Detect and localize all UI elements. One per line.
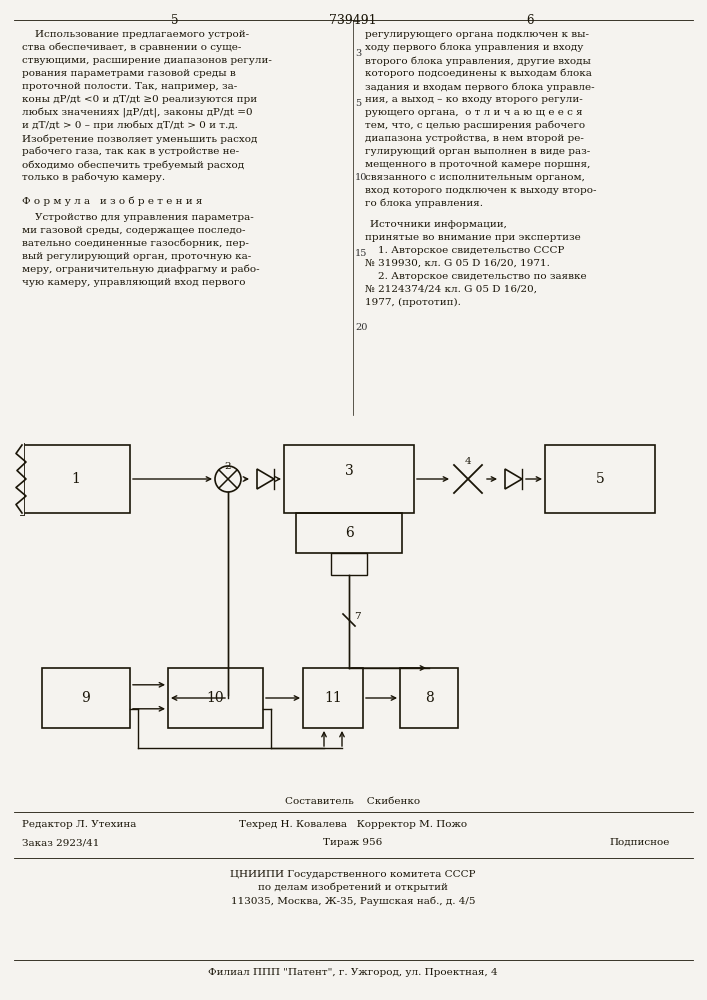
Text: 7: 7: [354, 612, 361, 621]
Text: ми газовой среды, содержащее последо-: ми газовой среды, содержащее последо-: [22, 226, 245, 235]
Text: № 2124374/24 кл. G 05 D 16/20,: № 2124374/24 кл. G 05 D 16/20,: [365, 285, 537, 294]
Text: вый регулирующий орган, проточную ка-: вый регулирующий орган, проточную ка-: [22, 252, 251, 261]
Text: которого подсоединены к выходам блока: которого подсоединены к выходам блока: [365, 69, 592, 79]
Bar: [545, 445, 655, 513]
Text: Заказ 2923/41: Заказ 2923/41: [22, 838, 100, 847]
Text: обходимо обеспечить требуемый расход: обходимо обеспечить требуемый расход: [22, 160, 244, 169]
Text: ства обеспечивает, в сравнении о суще-: ства обеспечивает, в сравнении о суще-: [22, 43, 241, 52]
Text: рующего органа,  о т л и ч а ю щ е е с я: рующего органа, о т л и ч а ю щ е е с я: [365, 108, 583, 117]
Text: 5: 5: [355, 99, 361, 107]
Text: Использование предлагаемого устрой-: Использование предлагаемого устрой-: [22, 30, 249, 39]
Text: 2. Авторское свидетельство по заявке: 2. Авторское свидетельство по заявке: [365, 272, 587, 281]
Text: вход которого подключен к выходу второ-: вход которого подключен к выходу второ-: [365, 186, 597, 195]
Bar: [400, 668, 458, 728]
Text: чую камеру, управляющий вход первого: чую камеру, управляющий вход первого: [22, 278, 245, 287]
Text: вательно соединенные газосборник, пер-: вательно соединенные газосборник, пер-: [22, 239, 249, 248]
Text: 15: 15: [355, 248, 368, 257]
Text: любых значениях |дP/дt|, законы дP/дt =0: любых значениях |дP/дt|, законы дP/дt =0: [22, 108, 252, 118]
Text: ЦНИИПИ Государственного комитета СССР: ЦНИИПИ Государственного комитета СССР: [230, 870, 476, 879]
Text: № 319930, кл. G 05 D 16/20, 1971.: № 319930, кл. G 05 D 16/20, 1971.: [365, 259, 550, 268]
Text: рабочего газа, так как в устройстве не-: рабочего газа, так как в устройстве не-: [22, 147, 239, 156]
Text: 6: 6: [344, 526, 354, 540]
Text: мещенного в проточной камере поршня,: мещенного в проточной камере поршня,: [365, 160, 590, 169]
Bar: [22, 445, 130, 513]
Text: 20: 20: [355, 324, 368, 332]
Text: 3: 3: [344, 464, 354, 478]
Text: 6: 6: [526, 14, 534, 27]
Text: Филиал ППП "Патент", г. Ужгород, ул. Проектная, 4: Филиал ППП "Патент", г. Ужгород, ул. Про…: [208, 968, 498, 977]
Text: 1977, (прототип).: 1977, (прототип).: [365, 298, 461, 307]
Text: Составитель    Скибенко: Составитель Скибенко: [286, 797, 421, 806]
Bar: [42, 668, 130, 728]
Text: 1: 1: [71, 472, 81, 486]
Text: Редактор Л. Утехина: Редактор Л. Утехина: [22, 820, 136, 829]
Text: 739491: 739491: [329, 14, 377, 27]
Text: ходу первого блока управления и входу: ходу первого блока управления и входу: [365, 43, 583, 52]
Text: принятые во внимание при экспертизе: принятые во внимание при экспертизе: [365, 233, 580, 242]
Text: Устройство для управления параметра-: Устройство для управления параметра-: [22, 213, 254, 222]
Text: 10: 10: [355, 174, 368, 182]
Text: тем, что, с целью расширения рабочего: тем, что, с целью расширения рабочего: [365, 121, 585, 130]
Text: 11: 11: [324, 691, 342, 705]
Text: 8: 8: [425, 691, 433, 705]
Bar: [168, 668, 263, 728]
Text: 4: 4: [464, 457, 472, 466]
Bar: [296, 513, 402, 553]
Text: 5: 5: [595, 472, 604, 486]
Text: меру, ограничительную диафрагму и рабо-: меру, ограничительную диафрагму и рабо-: [22, 265, 259, 274]
Bar: [303, 668, 363, 728]
Bar: [284, 445, 414, 513]
Text: проточной полости. Так, например, за-: проточной полости. Так, например, за-: [22, 82, 238, 91]
Text: регулирующего органа подключен к вы-: регулирующего органа подключен к вы-: [365, 30, 589, 39]
Text: го блока управления.: го блока управления.: [365, 199, 483, 209]
Text: 10: 10: [206, 691, 224, 705]
Text: коны дP/дt <0 и дT/дt ≥0 реализуются при: коны дP/дt <0 и дT/дt ≥0 реализуются при: [22, 95, 257, 104]
Text: рования параметрами газовой среды в: рования параметрами газовой среды в: [22, 69, 235, 78]
Text: Изобретение позволяет уменьшить расход: Изобретение позволяет уменьшить расход: [22, 134, 257, 143]
Text: второго блока управления, другие входы: второго блока управления, другие входы: [365, 56, 591, 66]
Text: 2: 2: [225, 462, 231, 471]
Text: Ф о р м у л а   и з о б р е т е н и я: Ф о р м у л а и з о б р е т е н и я: [22, 196, 202, 206]
Text: 3: 3: [355, 48, 361, 57]
Text: задания и входам первого блока управле-: задания и входам первого блока управле-: [365, 82, 595, 92]
Text: Тираж 956: Тираж 956: [323, 838, 382, 847]
Text: диапазона устройства, в нем второй ре-: диапазона устройства, в нем второй ре-: [365, 134, 584, 143]
Bar: [331, 553, 367, 575]
Text: ствующими, расширение диапазонов регули-: ствующими, расширение диапазонов регули-: [22, 56, 272, 65]
Text: Источники информации,: Источники информации,: [370, 220, 506, 229]
Text: Техред Н. Ковалева   Корректор М. Пожо: Техред Н. Ковалева Корректор М. Пожо: [239, 820, 467, 829]
Text: 113035, Москва, Ж-35, Раушская наб., д. 4/5: 113035, Москва, Ж-35, Раушская наб., д. …: [230, 896, 475, 906]
Text: гулирующий орган выполнен в виде раз-: гулирующий орган выполнен в виде раз-: [365, 147, 590, 156]
Text: 5: 5: [171, 14, 179, 27]
Text: 1. Авторское свидетельство СССР: 1. Авторское свидетельство СССР: [365, 246, 564, 255]
Text: связанного с исполнительным органом,: связанного с исполнительным органом,: [365, 173, 585, 182]
Text: по делам изобретений и открытий: по делам изобретений и открытий: [258, 883, 448, 892]
Text: ния, а выход – ко входу второго регули-: ния, а выход – ко входу второго регули-: [365, 95, 583, 104]
Text: 9: 9: [81, 691, 90, 705]
Text: только в рабочую камеру.: только в рабочую камеру.: [22, 173, 165, 182]
Text: и дT/дt > 0 – при любых дT/дt > 0 и т.д.: и дT/дt > 0 – при любых дT/дt > 0 и т.д.: [22, 121, 238, 130]
Text: Подписное: Подписное: [610, 838, 670, 847]
